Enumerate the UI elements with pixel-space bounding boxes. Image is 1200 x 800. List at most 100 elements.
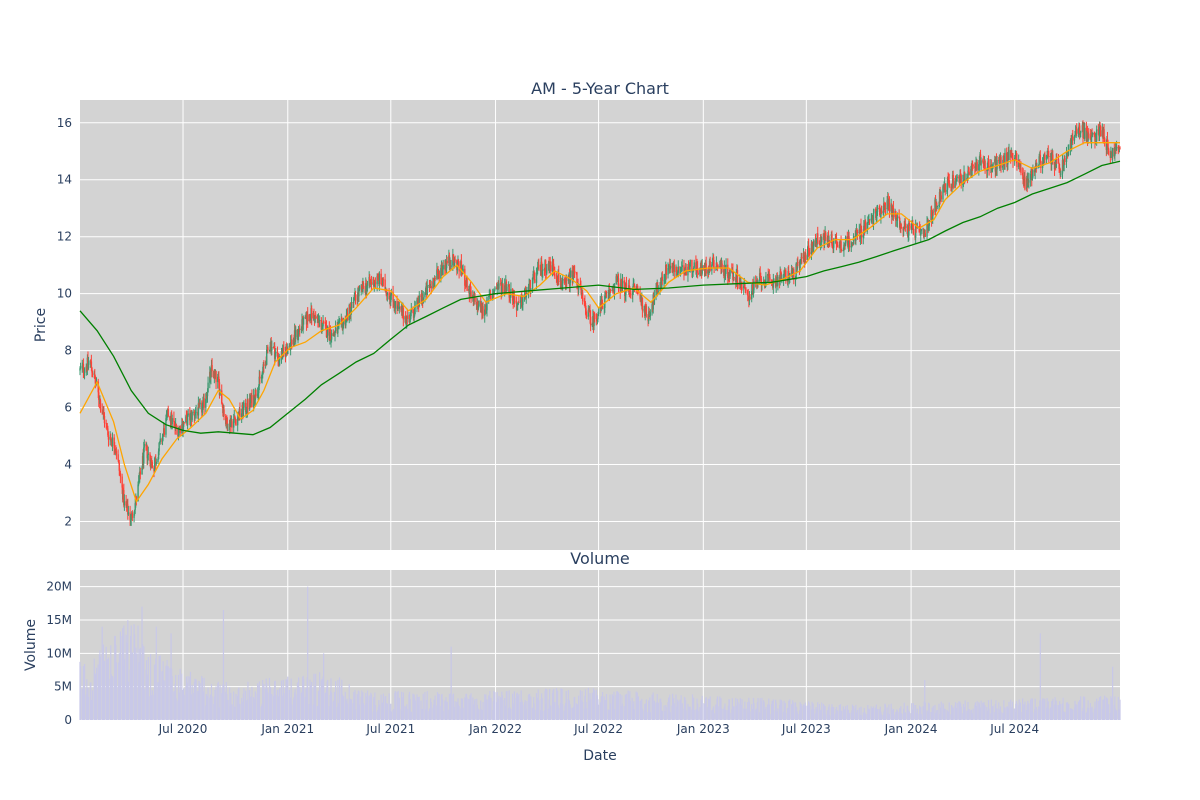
candle-body bbox=[991, 168, 993, 172]
volume-bar bbox=[986, 707, 988, 720]
volume-bar bbox=[247, 681, 249, 720]
candle-body bbox=[261, 373, 263, 377]
volume-bar bbox=[163, 680, 165, 720]
candle-body bbox=[811, 243, 813, 246]
candle-body bbox=[334, 327, 337, 332]
volume-bar bbox=[91, 690, 94, 720]
candle-body bbox=[123, 490, 125, 506]
volume-bar bbox=[903, 702, 905, 720]
candle-body bbox=[187, 413, 189, 416]
volume-bar bbox=[856, 709, 859, 720]
candle-body bbox=[171, 418, 173, 425]
volume-bar bbox=[354, 690, 356, 720]
volume-bar bbox=[251, 686, 253, 720]
candle-body bbox=[940, 195, 942, 200]
candle-body bbox=[119, 470, 121, 473]
candle-body bbox=[205, 396, 208, 399]
volume-bar bbox=[578, 695, 580, 720]
candle-body bbox=[1056, 158, 1058, 160]
volume-bar bbox=[773, 710, 775, 720]
x-tick-label: Jul 2020 bbox=[158, 722, 208, 736]
candle-body bbox=[624, 294, 627, 297]
candle-body bbox=[1035, 162, 1038, 168]
candle-body bbox=[842, 250, 845, 252]
candle-body bbox=[952, 174, 954, 188]
candle-body bbox=[895, 211, 897, 221]
volume-bar bbox=[908, 711, 910, 720]
candle-body bbox=[433, 278, 436, 287]
candle-body bbox=[903, 227, 905, 229]
volume-bar bbox=[135, 653, 137, 720]
candle-body bbox=[234, 418, 237, 420]
candle-body bbox=[872, 213, 875, 224]
volume-bar bbox=[757, 698, 759, 720]
candle-body bbox=[597, 314, 599, 320]
volume-bar bbox=[183, 694, 185, 720]
candle-body bbox=[878, 207, 880, 210]
candle-body bbox=[509, 295, 512, 298]
candle-body bbox=[1031, 169, 1033, 181]
candle-body bbox=[825, 232, 827, 237]
volume-bar bbox=[1048, 708, 1050, 720]
candle-body bbox=[1040, 160, 1042, 168]
candle-body bbox=[685, 269, 687, 276]
candle-body bbox=[247, 399, 249, 410]
volume-bar bbox=[681, 703, 683, 720]
candle-body bbox=[130, 515, 132, 521]
volume-bar bbox=[705, 697, 707, 720]
candle-body bbox=[234, 416, 236, 419]
candle-body bbox=[527, 286, 530, 293]
candle-body bbox=[936, 205, 938, 208]
candle-body bbox=[390, 292, 393, 296]
candle-body bbox=[835, 238, 838, 245]
volume-bar bbox=[131, 652, 133, 720]
candle-body bbox=[696, 267, 699, 273]
volume-bar bbox=[673, 703, 675, 720]
candle-body bbox=[121, 476, 123, 488]
candle-body bbox=[1046, 154, 1048, 156]
price-y-tick-label: 2 bbox=[64, 515, 72, 529]
volume-bar bbox=[470, 693, 472, 720]
candle-body bbox=[1119, 147, 1121, 149]
candle-body bbox=[745, 289, 747, 291]
candle-body bbox=[752, 284, 754, 294]
candle-body bbox=[258, 385, 260, 394]
candle-body bbox=[732, 277, 735, 280]
volume-bar bbox=[748, 701, 751, 720]
candle-body bbox=[1067, 151, 1069, 157]
candle-body bbox=[982, 161, 985, 164]
candle-body bbox=[572, 266, 575, 276]
candle-body bbox=[567, 276, 570, 281]
candle-body bbox=[859, 225, 862, 239]
candle-body bbox=[569, 270, 572, 277]
candle-body bbox=[262, 364, 264, 372]
volume-bar bbox=[845, 706, 847, 720]
candle-body bbox=[908, 222, 911, 226]
candle-body bbox=[297, 329, 300, 335]
volume-bar bbox=[554, 701, 556, 720]
volume-bar bbox=[139, 647, 141, 720]
candle-body bbox=[81, 365, 83, 368]
volume-bar bbox=[374, 704, 377, 720]
candle-body bbox=[354, 294, 357, 300]
candle-body bbox=[932, 211, 934, 213]
candle-body bbox=[478, 301, 480, 306]
volume-bar bbox=[574, 696, 576, 720]
candle-body bbox=[655, 289, 657, 296]
volume-bar bbox=[402, 692, 404, 720]
candle-body bbox=[639, 292, 641, 300]
volume-bar bbox=[346, 703, 349, 720]
volume-bar bbox=[912, 703, 914, 720]
price-y-tick-label: 6 bbox=[64, 401, 72, 415]
candle-body bbox=[688, 266, 691, 271]
candle-body bbox=[843, 244, 845, 251]
candle-body bbox=[589, 316, 592, 326]
candle-body bbox=[222, 404, 224, 414]
candle-body bbox=[361, 285, 363, 288]
candle-body bbox=[770, 280, 773, 283]
candle-body bbox=[711, 263, 714, 265]
candle-body bbox=[1095, 129, 1098, 141]
candle-body bbox=[1048, 156, 1050, 157]
candle-body bbox=[374, 281, 377, 285]
candle-body bbox=[287, 349, 289, 355]
